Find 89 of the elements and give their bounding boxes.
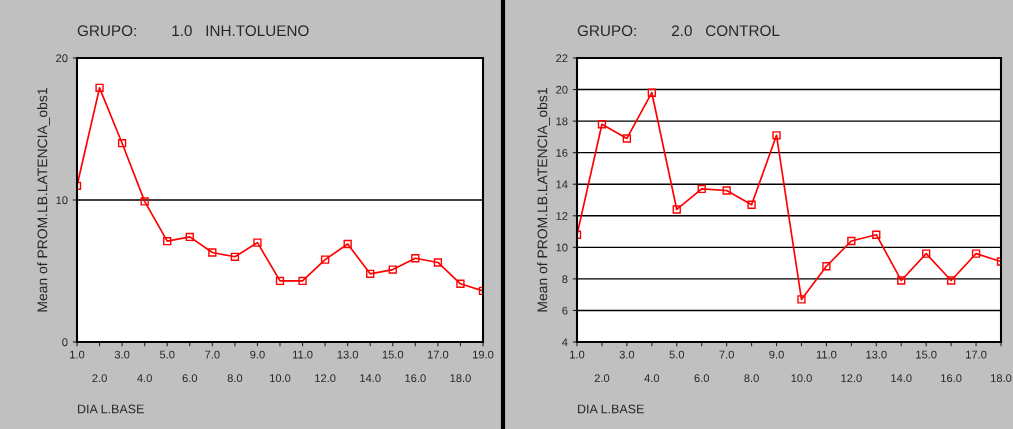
y-tick-label: 12 (556, 212, 568, 220)
point (185, 232, 194, 242)
y-tick-label: 6 (562, 306, 568, 315)
point (897, 276, 906, 285)
point (208, 248, 217, 257)
x-tick-label: 1.0 (70, 350, 85, 359)
point (388, 265, 397, 274)
point (253, 238, 262, 247)
point (747, 200, 756, 209)
point (411, 254, 420, 263)
point (872, 230, 881, 239)
point (456, 279, 465, 288)
point (95, 83, 104, 92)
x-tick-label: 18.0 (991, 374, 1012, 383)
x-tick-label: 11.0 (816, 350, 837, 359)
x-axis-title: DIA L.BASE (578, 404, 644, 414)
point (847, 236, 856, 246)
x-tick-label: 3.0 (619, 350, 635, 359)
point (722, 186, 731, 195)
x-tick-label: 19.0 (473, 350, 494, 359)
point (597, 120, 607, 129)
chart-title: GRUPO: 2.0 CONTROL (577, 25, 780, 37)
point (822, 262, 831, 271)
x-tick-label: 12.0 (315, 374, 336, 383)
x-tick-label: 9.0 (250, 350, 265, 359)
x-tick-label: 2.0 (594, 374, 610, 383)
y-tick-label: 10 (56, 196, 68, 205)
point (163, 237, 172, 246)
point (697, 184, 706, 194)
point (275, 276, 285, 286)
x-tick-label: 2.0 (92, 374, 107, 383)
y-tick-label: 14 (556, 180, 568, 189)
x-tick-label: 10.0 (791, 374, 812, 383)
y-tick-label: 16 (556, 148, 568, 157)
y-tick-label: 8 (562, 275, 568, 284)
point (117, 139, 127, 148)
x-tick-label: 3.0 (114, 350, 130, 359)
x-tick-label: 1.0 (570, 350, 585, 359)
point (343, 239, 352, 249)
point (320, 255, 330, 264)
y-tick-label: 22 (556, 54, 568, 63)
x-tick-label: 8.0 (227, 374, 243, 383)
x-tick-label: 6.0 (694, 374, 709, 383)
point (140, 197, 149, 206)
x-tick-label: 13.0 (337, 350, 359, 359)
point (366, 269, 375, 279)
y-tick-label: 4 (562, 338, 568, 347)
y-tick-label: 0 (62, 338, 68, 347)
x-tick-label: 17.0 (427, 350, 449, 359)
x-tick-label: 16.0 (941, 374, 962, 383)
x-tick-label: 5.0 (159, 350, 175, 359)
y-tick-label: 18 (556, 117, 568, 126)
x-tick-label: 7.0 (205, 350, 220, 359)
x-tick-label: 5.0 (669, 350, 685, 359)
point (298, 276, 307, 286)
point (946, 276, 956, 285)
point (772, 131, 781, 140)
x-tick-label: 4.0 (137, 374, 152, 383)
y-axis-title: Mean of PROM.LB.LATENCIA_obs1 (37, 88, 50, 312)
x-tick-label: 12.0 (841, 374, 862, 383)
y-tick-label: 20 (56, 54, 68, 63)
x-tick-label: 8.0 (744, 374, 759, 383)
point (971, 249, 981, 258)
x-tick-label: 18.0 (450, 374, 471, 383)
x-tick-label: 9.0 (769, 350, 784, 359)
point (672, 205, 681, 214)
x-tick-label: 6.0 (182, 374, 198, 383)
x-tick-label: 17.0 (966, 350, 987, 359)
x-tick-label: 11.0 (293, 350, 313, 359)
x-tick-label: 13.0 (866, 350, 887, 359)
chart-title: GRUPO: 1.0 INH.TOLUENO (77, 25, 309, 37)
x-tick-label: 14.0 (891, 374, 912, 383)
x-tick-label: 15.0 (382, 350, 404, 359)
point (797, 295, 806, 304)
x-tick-label: 16.0 (405, 374, 426, 383)
x-axis-title: DIA L.BASE (78, 404, 144, 414)
point (433, 258, 443, 267)
x-tick-label: 15.0 (916, 350, 937, 359)
point (230, 252, 240, 261)
x-tick-label: 4.0 (644, 374, 660, 383)
point (922, 249, 931, 258)
y-axis-title: Mean of PROM.LB.LATENCIA_obs1 (537, 88, 550, 312)
point (622, 134, 632, 143)
x-tick-label: 14.0 (360, 374, 381, 383)
x-tick-label: 7.0 (719, 350, 734, 359)
x-tick-label: 10.0 (270, 374, 291, 383)
point (647, 88, 656, 97)
y-tick-label: 10 (556, 243, 568, 252)
y-tick-label: 20 (556, 85, 568, 94)
